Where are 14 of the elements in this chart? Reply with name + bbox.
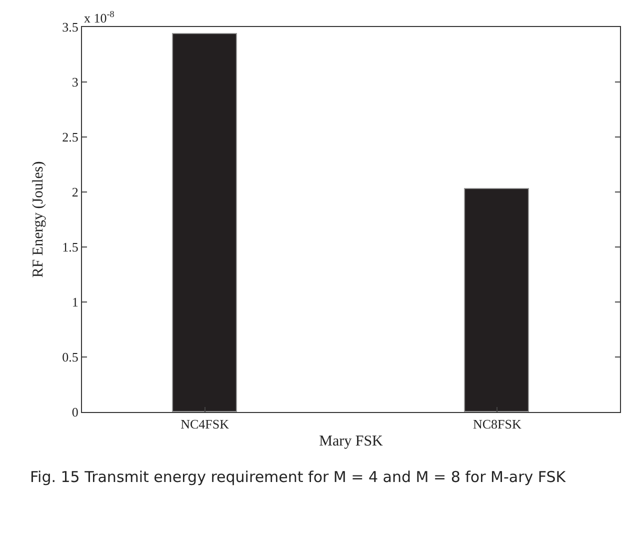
y-tick-label: 2.5 — [62, 130, 78, 145]
y-tick-label: 1 — [72, 294, 78, 310]
x-tick-label: NC8FSK — [472, 416, 522, 432]
y-axis-title: RF Energy (Joules) — [30, 161, 46, 278]
caption: Fig. 15 Transmit energy requirement for M = 4 and M = 8 for M-ary FSK — [30, 468, 567, 486]
y-tick-label: 3 — [72, 74, 78, 90]
y-tick-label: 0.5 — [62, 350, 78, 365]
x-tick-label: NC4FSK — [180, 416, 230, 432]
y-tick-label: 2 — [72, 184, 78, 200]
text: x 10$^{-8}$ — [84, 9, 115, 26]
y-tick-label: 1.5 — [62, 240, 78, 255]
y-tick-label: 3.5 — [62, 20, 78, 35]
y-tick-label: 0 — [72, 404, 78, 420]
x-axis-title: Mary FSK — [319, 434, 384, 450]
